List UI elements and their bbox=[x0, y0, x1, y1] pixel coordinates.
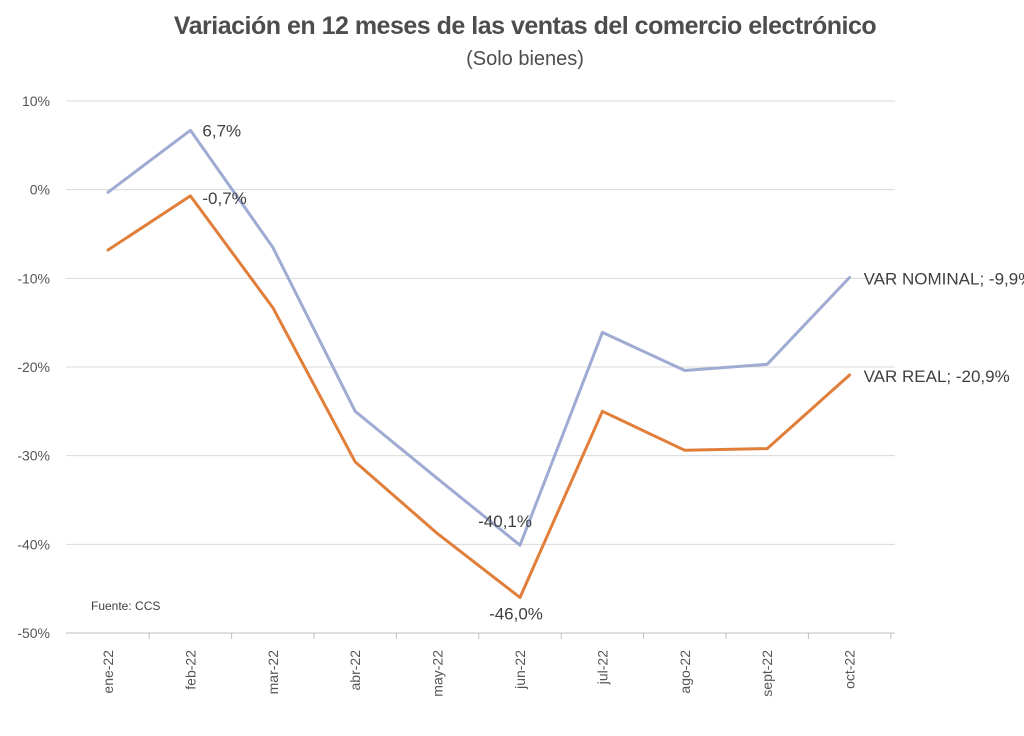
source-note: Fuente: CCS bbox=[91, 599, 160, 613]
x-tick-label: jul-22 bbox=[594, 650, 610, 685]
data-label: VAR REAL; -20,9% bbox=[864, 367, 1010, 386]
data-labels: 6,7% -40,1% VAR NOMINAL; -9,9% -0,7% -46,0% V… bbox=[202, 121, 1024, 623]
chart-subtitle: (Solo bienes) bbox=[466, 48, 584, 70]
y-tick-label: -20% bbox=[17, 359, 50, 375]
data-label: VAR NOMINAL; -9,9% bbox=[864, 269, 1024, 288]
x-tick-label: may-22 bbox=[430, 650, 446, 697]
x-tick-label: ene-22 bbox=[100, 650, 116, 694]
data-label: -40,1% bbox=[478, 512, 532, 531]
x-tick-label: oct-22 bbox=[842, 650, 858, 689]
y-tick-label: 10% bbox=[22, 93, 50, 109]
y-tick-label: -10% bbox=[17, 270, 50, 286]
series-line-nominal bbox=[106, 128, 852, 547]
gridlines bbox=[66, 100, 895, 634]
y-tick-label: -30% bbox=[17, 448, 50, 464]
data-label: 6,7% bbox=[202, 121, 241, 140]
x-tick-label: mar-22 bbox=[265, 650, 281, 695]
data-label: -46,0% bbox=[489, 605, 543, 624]
chart-title: Variación en 12 meses de las ventas del … bbox=[173, 12, 877, 40]
axes: 10% 0% -10% -20% -30% -40% -50% ene-22 feb-22 mar… bbox=[17, 93, 892, 697]
x-tick-label: feb-22 bbox=[182, 650, 198, 690]
series-line-real bbox=[106, 194, 852, 599]
y-tick-label: -50% bbox=[17, 625, 50, 641]
x-tick-label: jun-22 bbox=[512, 650, 528, 690]
x-tick-label: abr-22 bbox=[347, 650, 363, 691]
data-label: -0,7% bbox=[202, 189, 246, 208]
y-tick-label: -40% bbox=[17, 536, 50, 552]
x-tick-label: ago-22 bbox=[677, 650, 693, 694]
x-tick-label: sept-22 bbox=[759, 650, 775, 697]
series-lines bbox=[106, 128, 852, 599]
y-tick-label: 0% bbox=[30, 182, 50, 198]
